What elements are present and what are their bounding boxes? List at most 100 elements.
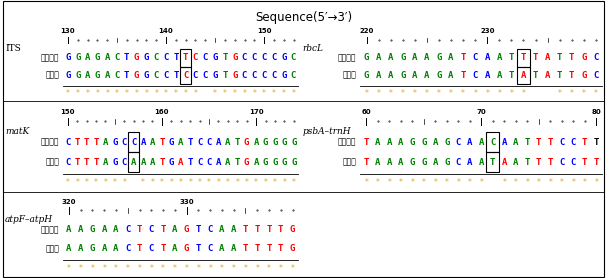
Text: *: * [583,178,586,187]
Text: *: * [194,89,197,98]
Text: *: * [401,89,405,98]
Text: C: C [183,71,188,80]
Text: G: G [444,138,449,147]
Text: 130: 130 [61,28,75,34]
Text: *: * [207,178,211,187]
Text: A: A [412,53,418,62]
Text: G: G [75,71,81,80]
Text: A: A [253,158,259,167]
Text: *: * [509,89,514,98]
Text: T: T [234,138,240,147]
Text: C: C [203,53,208,62]
Text: *: * [594,89,598,98]
Text: A: A [375,158,381,167]
Text: T: T [188,138,193,147]
Text: *: * [113,178,117,187]
Text: T: T [536,158,541,167]
Text: 꽃치자: 꽃치자 [45,244,59,253]
Text: C: C [271,71,277,80]
Text: G: G [364,53,369,62]
Text: rbcL: rbcL [302,44,324,53]
Text: G: G [75,53,81,62]
Text: G: G [263,158,268,167]
Text: G: G [272,158,277,167]
Text: C: C [291,53,296,62]
Text: *: * [217,178,220,187]
Text: *: * [197,264,200,273]
Text: G: G [95,71,100,80]
Text: A: A [231,225,236,234]
Text: C: C [490,138,495,147]
Text: 150: 150 [61,109,75,115]
Text: A: A [478,158,484,167]
Text: G: G [95,53,100,62]
Text: A: A [375,138,381,147]
Text: 60: 60 [361,109,371,115]
Text: 80: 80 [591,109,601,115]
Text: *: * [422,178,426,187]
Text: *: * [179,178,183,187]
Text: A: A [114,225,119,234]
Text: *: * [292,178,296,187]
Text: G: G [364,71,369,80]
Text: C: C [193,53,198,62]
Text: *: * [243,89,246,98]
Text: 70: 70 [476,109,486,115]
Text: *: * [445,178,449,187]
Text: A: A [225,138,231,147]
Text: *: * [449,89,453,98]
Text: T: T [159,158,164,167]
Text: *: * [262,89,266,98]
Text: 꽃치자: 꽃치자 [45,71,59,80]
Text: C: C [571,138,576,147]
Text: *: * [94,178,98,187]
Text: A: A [215,158,221,167]
Text: A: A [449,53,453,62]
Text: *: * [76,89,80,98]
Text: *: * [486,89,489,98]
Text: T: T [93,158,99,167]
Text: C: C [242,53,247,62]
Text: G: G [90,225,95,234]
Text: A: A [484,71,490,80]
Text: A: A [449,71,453,80]
Text: *: * [243,264,248,273]
Text: *: * [208,264,212,273]
Text: *: * [473,89,477,98]
Text: T: T [124,53,129,62]
Text: *: * [149,264,153,273]
Text: G: G [65,53,70,62]
Text: C: C [131,138,137,147]
Text: *: * [291,264,294,273]
Text: G: G [112,158,118,167]
Text: C: C [206,158,212,167]
Text: *: * [282,178,287,187]
Text: *: * [114,264,118,273]
Text: C: C [121,158,127,167]
Text: A: A [178,138,183,147]
Text: T: T [75,158,80,167]
Text: A: A [501,158,507,167]
Text: T: T [278,244,283,253]
Text: T: T [582,158,588,167]
Text: G: G [436,53,442,62]
Text: *: * [95,89,100,98]
Text: *: * [364,178,368,187]
Text: C: C [154,71,159,80]
Text: A: A [467,158,472,167]
Text: C: C [197,138,202,147]
Text: G: G [282,138,287,147]
Text: A: A [78,225,83,234]
Text: T: T [461,53,466,62]
Text: A: A [140,158,146,167]
Text: A: A [85,53,90,62]
Text: 150: 150 [257,28,271,34]
Text: matK: matK [5,127,29,136]
Text: *: * [122,178,126,187]
Text: C: C [121,138,127,147]
Text: G: G [184,244,189,253]
Text: *: * [594,178,598,187]
Text: *: * [103,264,106,273]
Text: A: A [219,225,225,234]
Text: *: * [437,89,441,98]
